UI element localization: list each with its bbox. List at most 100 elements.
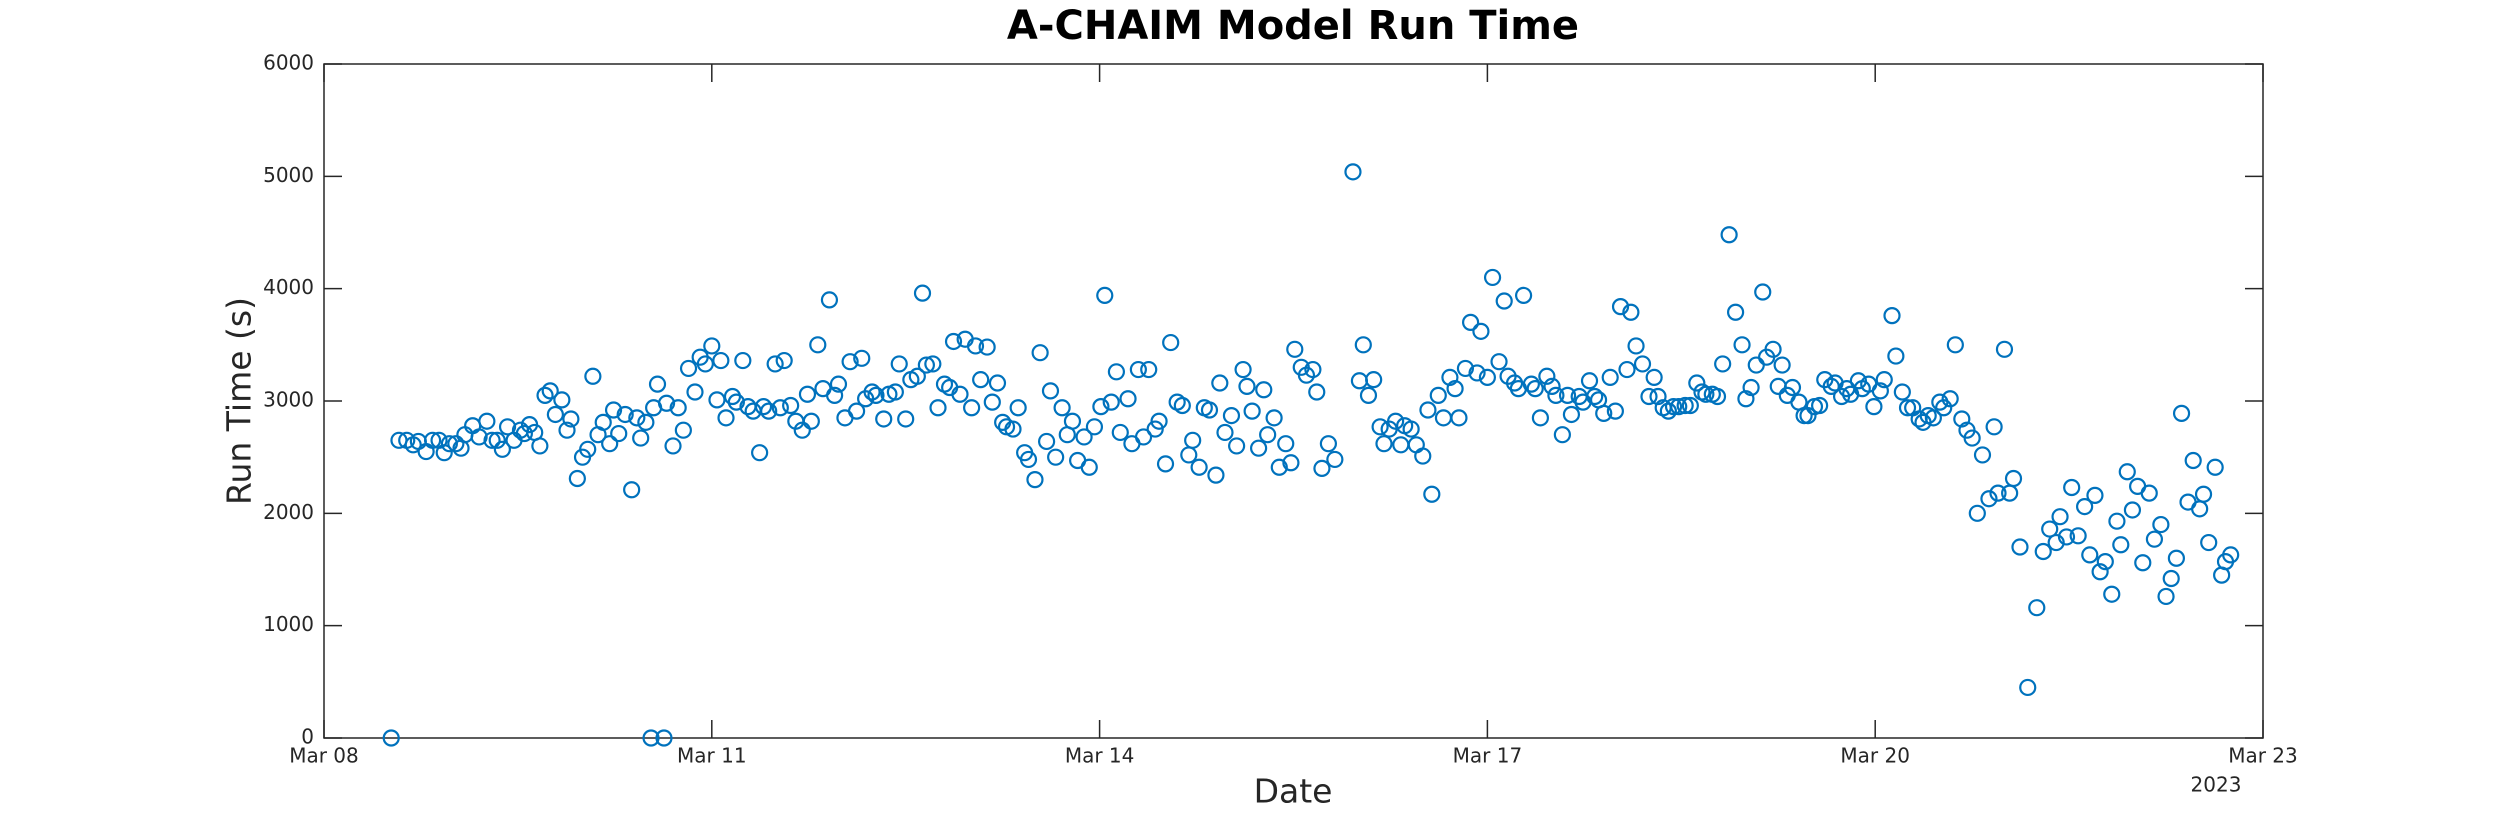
data-point	[766, 355, 784, 373]
data-point	[1180, 446, 1198, 464]
data-point	[2172, 404, 2191, 422]
data-point	[2118, 463, 2136, 481]
data-point	[1265, 409, 1283, 427]
data-point	[1119, 390, 1137, 408]
data-point	[1238, 377, 1256, 395]
data-point	[1350, 372, 1369, 390]
data-point	[983, 393, 1001, 411]
data-point	[456, 426, 474, 444]
data-point	[2028, 599, 2046, 617]
data-point	[1726, 303, 1745, 321]
data-point	[1407, 436, 1425, 454]
data-point	[1490, 353, 1508, 371]
data-point	[1708, 387, 1727, 406]
data-point	[417, 442, 435, 461]
data-point	[628, 409, 646, 427]
data-point	[963, 399, 981, 417]
x-tick-label: Mar 08	[289, 744, 359, 768]
data-point	[1633, 355, 1652, 373]
data-point	[2051, 508, 2069, 526]
data-point	[966, 337, 985, 355]
data-point	[1941, 390, 1959, 408]
y-tick-label: 1000	[263, 612, 314, 636]
data-point	[802, 412, 820, 430]
data-point	[1946, 336, 1964, 354]
data-point	[775, 351, 793, 370]
data-point	[2206, 458, 2224, 476]
data-point	[1365, 371, 1383, 389]
data-point	[483, 431, 501, 449]
data-point	[1392, 436, 1410, 454]
data-point	[1720, 226, 1738, 244]
data-point	[1129, 360, 1147, 379]
data-point	[2191, 500, 2209, 518]
y-axis-label: Run Time (s)	[220, 297, 259, 505]
data-point	[1606, 402, 1624, 420]
x-tick-label: Mar 23	[2228, 744, 2298, 768]
data-point	[1645, 368, 1663, 387]
data-point	[972, 371, 990, 389]
data-point	[1359, 386, 1378, 404]
data-point	[1968, 504, 1986, 522]
data-point	[1387, 412, 1405, 430]
data-point	[1019, 450, 1038, 469]
data-point	[782, 396, 800, 415]
y-tick-label: 2000	[263, 500, 314, 524]
data-point	[1134, 428, 1153, 446]
data-point	[1980, 490, 1998, 508]
data-point	[712, 351, 730, 370]
data-point	[1344, 163, 1362, 181]
data-point	[1075, 428, 1093, 446]
data-point	[1326, 450, 1344, 469]
data-point	[696, 355, 714, 373]
data-point	[536, 386, 554, 404]
data-point	[1063, 412, 1082, 430]
data-point	[1319, 435, 1338, 453]
data-point	[1150, 412, 1168, 430]
data-point	[1375, 435, 1393, 453]
data-point	[674, 421, 692, 439]
data-point	[829, 375, 848, 393]
data-point	[1747, 356, 1765, 374]
data-point	[1618, 360, 1636, 379]
data-point	[2112, 536, 2130, 554]
data-point	[2004, 469, 2023, 488]
data-point	[1026, 471, 1044, 489]
data-point	[657, 394, 676, 412]
data-point	[1243, 402, 1261, 420]
data-point	[2108, 512, 2126, 530]
data-point	[2145, 530, 2164, 548]
y-tick-label: 0	[301, 725, 314, 749]
data-point	[1102, 393, 1120, 411]
data-point	[1538, 367, 1556, 385]
data-point	[2001, 484, 2019, 502]
data-point	[703, 337, 721, 355]
data-point	[1146, 420, 1164, 438]
y-tick-label: 6000	[263, 51, 314, 75]
data-point	[809, 336, 827, 354]
data-point	[1688, 374, 1706, 392]
data-point	[1308, 383, 1326, 401]
data-point	[1664, 398, 1683, 416]
data-point	[717, 409, 735, 427]
data-point	[1282, 454, 1300, 472]
data-point	[648, 375, 667, 393]
data-point	[1446, 380, 1464, 398]
data-point	[1080, 458, 1098, 476]
data-point	[1989, 484, 2007, 502]
y-tick-label: 4000	[263, 275, 314, 299]
data-point	[1468, 364, 1486, 382]
x-tick-label: Mar 14	[1065, 744, 1135, 768]
data-point	[531, 437, 549, 455]
data-point	[826, 386, 844, 404]
data-point	[464, 417, 482, 435]
data-point	[917, 356, 935, 374]
data-point	[1085, 418, 1104, 436]
data-point	[863, 383, 881, 401]
data-point	[2200, 533, 2218, 552]
plot-frame	[323, 63, 2264, 739]
data-point	[988, 374, 1007, 392]
data-point	[1249, 439, 1268, 457]
data-point	[1053, 399, 1071, 417]
